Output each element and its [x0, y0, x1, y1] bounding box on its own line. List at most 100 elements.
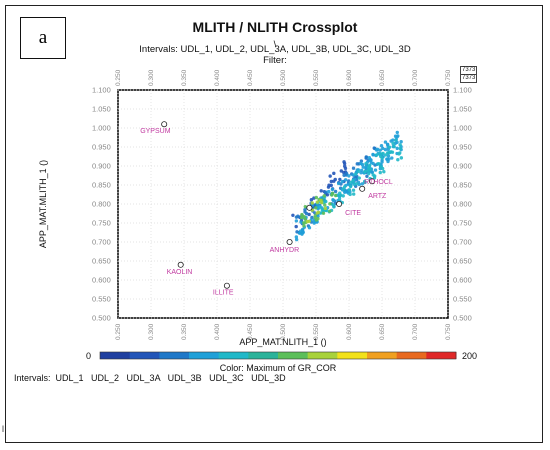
y-tick-label-left: 0.550: [92, 295, 111, 304]
colorbar-segment: [337, 352, 368, 359]
cloud-point: [303, 208, 307, 212]
cloud-point: [360, 162, 365, 167]
cloud-point: [294, 219, 299, 223]
cloud-point: [399, 140, 403, 144]
x-tick-label-bottom: 0.500: [280, 323, 287, 340]
cloud-point: [349, 180, 353, 185]
x-tick-label-top: 0.750: [445, 69, 452, 86]
cloud-point: [310, 215, 314, 220]
y-tick-label-right: 0.950: [453, 143, 472, 152]
cloud-point: [314, 218, 319, 222]
cloud-point: [307, 212, 311, 217]
cloud-point: [391, 141, 395, 146]
cloud-point: [363, 170, 367, 174]
interval-legend: Intervals: UDL_1 UDL_2 UDL_3A UDL_3B UDL…: [14, 373, 286, 383]
cloud-point: [294, 237, 299, 242]
mineral-point: [306, 204, 313, 211]
x-tick-label-top: 0.450: [247, 69, 254, 86]
cloud-point: [378, 148, 382, 152]
cloud-point: [362, 179, 367, 184]
mineral-point: [336, 200, 343, 207]
cloud-point: [396, 158, 400, 162]
cloud-point: [341, 194, 345, 198]
colorbar-caption: Color: Maximum of GR_COR: [220, 363, 337, 373]
cloud-point: [336, 181, 341, 186]
y-tick-label-left: 0.500: [92, 314, 111, 323]
y-tick-label-right: 0.600: [453, 276, 472, 285]
y-tick-label-right: 0.550: [453, 295, 472, 304]
cloud-point: [351, 179, 355, 183]
x-tick-label-top: 0.500: [280, 69, 287, 86]
colorbar-segment: [367, 352, 398, 359]
cloud-point: [378, 151, 382, 156]
y-axis-label: APP_MAT.MLITH_1 (): [38, 160, 48, 248]
x-tick-label-top: 0.300: [148, 69, 155, 86]
cloud-point: [304, 211, 309, 216]
cloud-point: [379, 144, 384, 148]
colorbar-outline: [99, 351, 457, 360]
x-tick-label-bottom: 0.550: [313, 323, 320, 340]
y-tick-label-left: 0.750: [92, 219, 111, 228]
y-tick-label-left: 0.900: [92, 162, 111, 171]
cloud-point: [328, 202, 332, 206]
cloud-point: [319, 198, 323, 203]
cloud-point: [394, 138, 398, 142]
cloud-point: [351, 188, 356, 192]
colorbar-segment: [129, 352, 160, 359]
cloud-point: [333, 193, 338, 198]
x-tick-label-bottom: 0.400: [214, 323, 221, 340]
cloud-point: [326, 185, 331, 189]
cloud-point: [347, 188, 352, 192]
cloud-point: [399, 156, 404, 160]
cloud-point: [389, 139, 393, 143]
colorbar-segment: [426, 352, 457, 359]
mineral-label: ARTZ: [368, 193, 387, 200]
cloud-point: [353, 172, 358, 176]
cloud-point: [386, 154, 391, 158]
cloud-point: [385, 142, 390, 146]
cloud-point: [342, 173, 346, 177]
colorbar-segment: [278, 352, 309, 359]
cloud-point: [330, 193, 334, 197]
cloud-point: [360, 182, 365, 186]
cloud-point: [347, 174, 351, 178]
cloud-point: [393, 134, 398, 138]
cloud-point: [365, 174, 369, 178]
cloud-point: [298, 229, 303, 233]
cloud-point: [370, 170, 374, 175]
x-tick-label-bottom: 0.700: [412, 323, 419, 340]
cloud-point: [382, 169, 386, 174]
cloud-point: [371, 152, 375, 157]
x-axis-label: APP_MAT.NLITH_1 (): [239, 337, 326, 347]
cloud-point: [319, 189, 323, 193]
y-tick-label-left: 0.650: [92, 257, 111, 266]
cloud-point: [351, 173, 355, 177]
x-tick-label-top: 0.250: [115, 69, 122, 86]
y-tick-label-left: 1.100: [92, 86, 111, 95]
cloud-point: [331, 198, 336, 203]
cloud-point: [364, 162, 368, 166]
mineral-point: [223, 282, 230, 289]
y-tick-label-right: 0.700: [453, 238, 472, 247]
y-tick-label-left: 0.850: [92, 181, 111, 190]
cloud-point: [398, 143, 402, 147]
cloud-point: [338, 177, 342, 182]
cloud-point: [337, 196, 342, 201]
cloud-point: [303, 204, 308, 209]
x-tick-label-bottom: 0.650: [379, 323, 386, 340]
mineral-point: [286, 238, 293, 245]
colorbar-segment: [248, 352, 279, 359]
cloud-point: [374, 153, 379, 157]
cloud-point: [313, 211, 317, 215]
cloud-point: [367, 163, 372, 168]
x-tick-label-top: 0.650: [379, 69, 386, 86]
cloud-point: [320, 208, 324, 212]
cloud-point: [301, 230, 305, 235]
cloud-point: [294, 235, 299, 239]
cloud-point: [302, 224, 306, 228]
cloud-point: [355, 162, 359, 166]
cloud-point: [369, 161, 374, 165]
mineral-point: [177, 261, 184, 268]
cloud-point: [321, 211, 326, 215]
cloud-point: [309, 198, 314, 202]
